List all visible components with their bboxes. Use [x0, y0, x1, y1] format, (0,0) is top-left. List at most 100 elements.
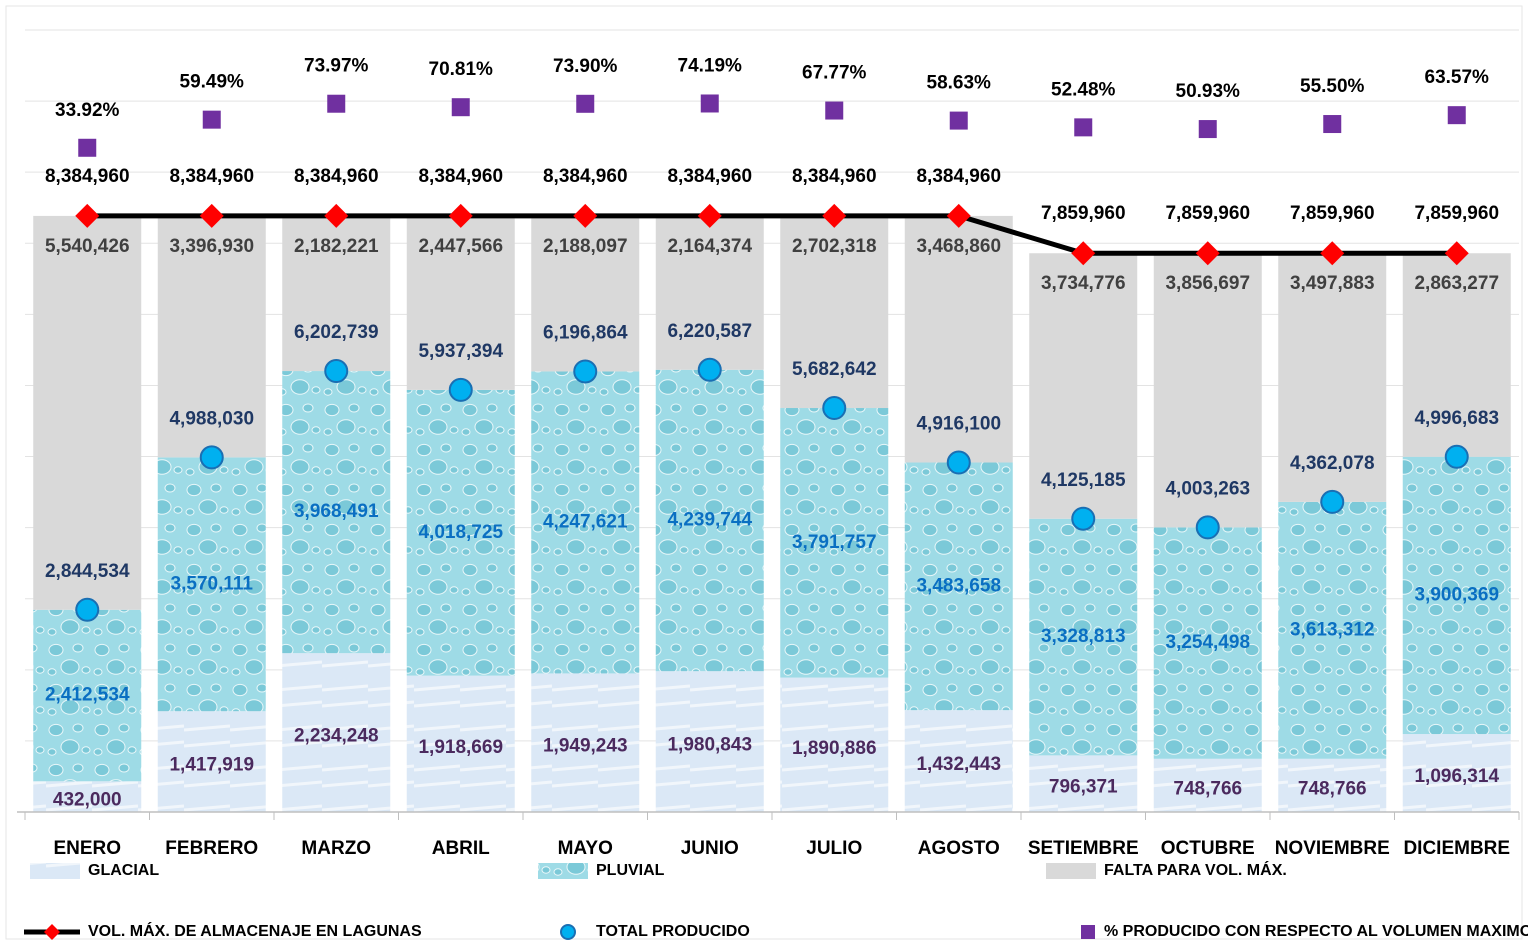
data-label: 7,859,960	[1290, 203, 1375, 224]
legend-key	[30, 863, 80, 879]
x-tick-label: AGOSTO	[918, 838, 1000, 859]
point	[948, 452, 970, 474]
legend-key	[561, 925, 575, 939]
data-label: 1,096,314	[1414, 766, 1499, 787]
data-label: 796,371	[1049, 777, 1118, 798]
data-label: 7,859,960	[1165, 203, 1250, 224]
bar-segment	[33, 216, 141, 610]
legend-key	[1046, 863, 1096, 879]
data-label: 73.97%	[304, 56, 369, 77]
point	[1199, 120, 1217, 138]
data-label: 3,613,312	[1290, 619, 1375, 640]
data-label: 4,018,725	[418, 522, 503, 543]
point	[203, 111, 221, 129]
data-label: 748,766	[1173, 778, 1242, 799]
data-label: 1,417,919	[169, 755, 254, 776]
legend-key	[44, 924, 60, 940]
data-label: 33.92%	[55, 100, 120, 121]
data-label: 8,384,960	[792, 166, 877, 187]
point	[450, 379, 472, 401]
point	[823, 397, 845, 419]
data-label: 5,937,394	[418, 341, 503, 362]
data-label: 3,856,697	[1165, 273, 1250, 294]
x-tick-label: JULIO	[806, 838, 862, 859]
data-label: 74.19%	[678, 55, 743, 76]
point	[950, 112, 968, 130]
x-tick-label: OCTUBRE	[1161, 838, 1255, 859]
legend-label: FALTA PARA VOL. MÁX.	[1104, 860, 1287, 879]
legend-label: VOL. MÁX. DE ALMACENAJE EN LAGUNAS	[88, 921, 422, 940]
data-label: 3,734,776	[1041, 273, 1126, 294]
legend-label: TOTAL PRODUCIDO	[596, 923, 750, 940]
point	[1074, 118, 1092, 136]
data-label: 4,239,744	[667, 509, 752, 530]
data-label: 5,540,426	[45, 236, 130, 257]
data-label: 8,384,960	[45, 166, 130, 187]
legend-label: % PRODUCIDO CON RESPECTO AL VOLUMEN MAXI…	[1104, 923, 1528, 940]
data-label: 2,412,534	[45, 685, 130, 706]
x-tick-label: ENERO	[53, 838, 121, 859]
data-label: 4,916,100	[916, 414, 1001, 435]
data-label: 1,980,843	[667, 735, 752, 756]
point	[1446, 446, 1468, 468]
chart: ENEROFEBREROMARZOABRILMAYOJUNIOJULIOAGOS…	[0, 0, 1528, 945]
data-label: 3,328,813	[1041, 626, 1126, 647]
x-tick-label: FEBRERO	[165, 838, 258, 859]
point	[78, 139, 96, 157]
point	[699, 359, 721, 381]
data-label: 3,570,111	[171, 573, 254, 594]
point	[201, 446, 223, 468]
data-label: 748,766	[1298, 778, 1367, 799]
data-label: 3,900,369	[1414, 584, 1499, 605]
data-label: 73.90%	[553, 56, 618, 77]
x-tick-label: JUNIO	[681, 838, 739, 859]
point	[1323, 115, 1341, 133]
data-label: 2,234,248	[294, 726, 379, 747]
point	[452, 98, 470, 116]
point	[825, 102, 843, 120]
data-label: 70.81%	[429, 59, 494, 80]
point	[1072, 508, 1094, 530]
data-label: 3,396,930	[169, 236, 254, 257]
point	[1321, 491, 1343, 513]
data-label: 432,000	[53, 790, 122, 811]
data-label: 1,918,669	[418, 737, 503, 758]
data-label: 2,863,277	[1414, 273, 1499, 294]
data-label: 1,949,243	[543, 736, 628, 757]
point	[325, 360, 347, 382]
data-label: 8,384,960	[294, 166, 379, 187]
data-label: 4,362,078	[1290, 453, 1375, 474]
data-label: 8,384,960	[169, 166, 254, 187]
x-tick-label: MAYO	[558, 838, 613, 859]
data-label: 58.63%	[927, 73, 992, 94]
data-label: 6,220,587	[667, 321, 752, 342]
data-label: 7,859,960	[1414, 203, 1499, 224]
data-label: 8,384,960	[418, 166, 503, 187]
legend-key	[538, 863, 588, 879]
data-label: 63.57%	[1425, 67, 1490, 88]
data-label: 2,164,374	[667, 236, 752, 257]
x-tick-label: DICIEMBRE	[1403, 838, 1510, 859]
data-label: 4,125,185	[1041, 470, 1126, 491]
data-label: 52.48%	[1051, 79, 1116, 100]
data-label: 2,844,534	[45, 561, 130, 582]
data-label: 4,247,621	[543, 511, 628, 532]
data-label: 1,432,443	[916, 754, 1001, 775]
data-label: 6,196,864	[543, 322, 628, 343]
point	[1448, 106, 1466, 124]
data-label: 3,968,491	[294, 501, 379, 522]
data-label: 2,182,221	[294, 236, 379, 257]
data-label: 7,859,960	[1041, 203, 1126, 224]
data-label: 4,988,030	[169, 408, 254, 429]
data-label: 50.93%	[1176, 81, 1241, 102]
data-label: 2,447,566	[418, 236, 503, 257]
legend-label: GLACIAL	[88, 862, 159, 879]
point	[327, 95, 345, 113]
data-label: 4,003,263	[1165, 478, 1250, 499]
point	[76, 599, 98, 621]
data-label: 8,384,960	[667, 166, 752, 187]
data-label: 2,188,097	[543, 236, 628, 257]
data-label: 6,202,739	[294, 322, 379, 343]
data-label: 8,384,960	[916, 166, 1001, 187]
data-label: 55.50%	[1300, 76, 1365, 97]
